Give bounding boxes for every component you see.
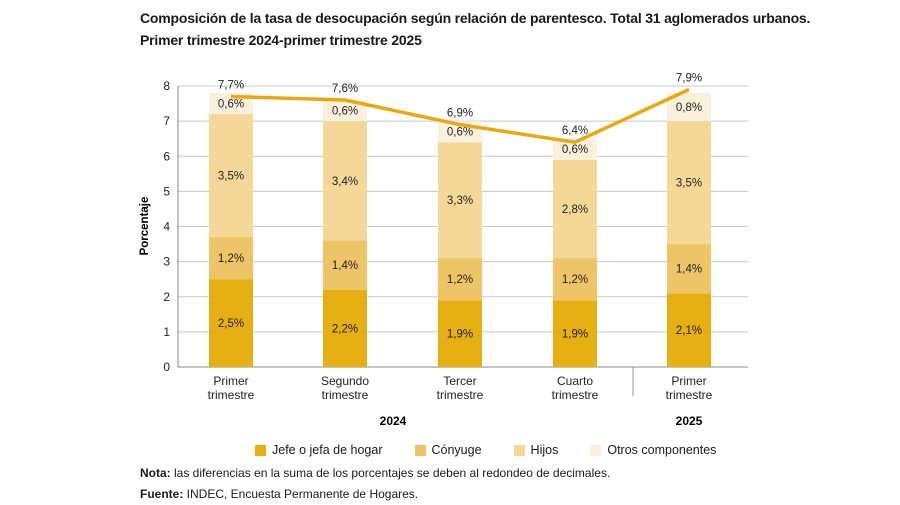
note-text: las diferencias en la suma de los porcen…	[170, 466, 611, 480]
note: Nota: las diferencias en la suma de los …	[140, 466, 610, 480]
bar-segment	[553, 258, 597, 301]
bar-segment	[667, 121, 711, 245]
y-tick-label: 5	[163, 184, 170, 198]
source: Fuente: INDEC, Encuesta Permanente de Ho…	[140, 487, 418, 501]
legend-item: Hijos	[513, 443, 559, 457]
x-tick-label: trimestre	[437, 388, 484, 402]
note-label: Nota:	[140, 466, 171, 480]
legend-label: Cónyuge	[431, 443, 482, 457]
bar-segment	[323, 240, 367, 290]
data-label: 0,8%	[676, 102, 702, 114]
y-tick-label: 7	[163, 114, 170, 128]
data-label: 0,6%	[332, 106, 358, 118]
x-tick-label: Tercer	[443, 374, 476, 388]
legend-label: Jefe o jefa de hogar	[272, 443, 383, 457]
data-label: 2,8%	[562, 204, 588, 216]
x-tick-label: Cuarto	[557, 374, 593, 388]
data-label: 1,4%	[332, 260, 358, 272]
x-tick-label: Primer	[671, 374, 706, 388]
bar-segment	[553, 300, 597, 367]
bar-segment	[209, 279, 253, 367]
data-label: 3,5%	[676, 178, 702, 190]
data-label: 3,5%	[218, 171, 244, 183]
x-tick-label: trimestre	[552, 388, 599, 402]
data-label: 1,2%	[562, 274, 588, 286]
chart-subtitle: Primer trimestre 2024-primer trimestre 2…	[140, 32, 422, 48]
data-label: 1,2%	[447, 274, 473, 286]
bar-segment	[438, 300, 482, 367]
y-tick-label: 4	[163, 220, 170, 234]
data-label: 3,3%	[447, 195, 473, 207]
legend-item: Jefe o jefa de hogar	[255, 443, 383, 457]
legend-swatch	[513, 444, 525, 456]
data-label: 0,6%	[218, 99, 244, 111]
total-label: 7,7%	[218, 80, 244, 92]
data-label: 0,6%	[562, 144, 588, 156]
bar-segment	[209, 237, 253, 280]
bar-segment	[667, 244, 711, 294]
data-label: 2,2%	[332, 323, 358, 335]
total-label: 6,4%	[562, 125, 588, 137]
legend-swatch	[590, 444, 602, 456]
x-tick-label: Primer	[213, 374, 248, 388]
bar-segment	[667, 293, 711, 367]
y-tick-label: 1	[163, 325, 170, 339]
x-group-label: 2024	[380, 414, 407, 428]
data-label: 1,9%	[562, 329, 588, 341]
bar-segment	[438, 258, 482, 301]
y-tick-label: 8	[163, 79, 170, 93]
bar-segment	[209, 114, 253, 238]
legend-item: Otros componentes	[590, 443, 716, 457]
y-tick-label: 0	[163, 360, 170, 374]
y-tick-label: 3	[163, 255, 170, 269]
source-text: INDEC, Encuesta Permanente de Hogares.	[183, 487, 419, 501]
total-label: 7,6%	[332, 83, 358, 95]
y-tick-label: 2	[163, 290, 170, 304]
x-tick-label: trimestre	[208, 388, 255, 402]
data-label: 1,4%	[676, 264, 702, 276]
x-group-label: 2025	[676, 414, 703, 428]
legend-item: Cónyuge	[414, 443, 482, 457]
data-label: 2,1%	[676, 325, 702, 337]
x-tick-label: trimestre	[322, 388, 369, 402]
total-label: 7,9%	[676, 73, 702, 85]
source-label: Fuente:	[140, 487, 184, 501]
bar-segment	[323, 100, 367, 122]
bar-segment	[323, 289, 367, 367]
y-axis-label: Porcentaje	[139, 197, 151, 256]
data-label: 1,9%	[447, 329, 473, 341]
chart-title: Composición de la tasa de desocupación s…	[140, 10, 811, 26]
y-tick-label: 6	[163, 149, 170, 163]
x-tick-label: Segundo	[321, 374, 369, 388]
legend: Jefe o jefa de hogar Cónyuge Hijos Otros co…	[255, 443, 748, 457]
bar-segment	[438, 142, 482, 259]
data-label: 1,2%	[218, 253, 244, 265]
bar-segment	[553, 159, 597, 259]
bar-segment	[323, 121, 367, 241]
data-label: 0,6%	[447, 127, 473, 139]
legend-swatch	[414, 444, 426, 456]
legend-swatch	[255, 444, 266, 456]
data-label: 2,5%	[218, 318, 244, 330]
x-tick-label: trimestre	[666, 388, 713, 402]
total-line	[230, 87, 690, 145]
total-label: 6,9%	[447, 108, 473, 120]
legend-label: Hijos	[530, 443, 559, 457]
legend-label: Otros componentes	[607, 443, 717, 457]
bar-segment	[553, 138, 597, 160]
data-label: 3,4%	[332, 176, 358, 188]
